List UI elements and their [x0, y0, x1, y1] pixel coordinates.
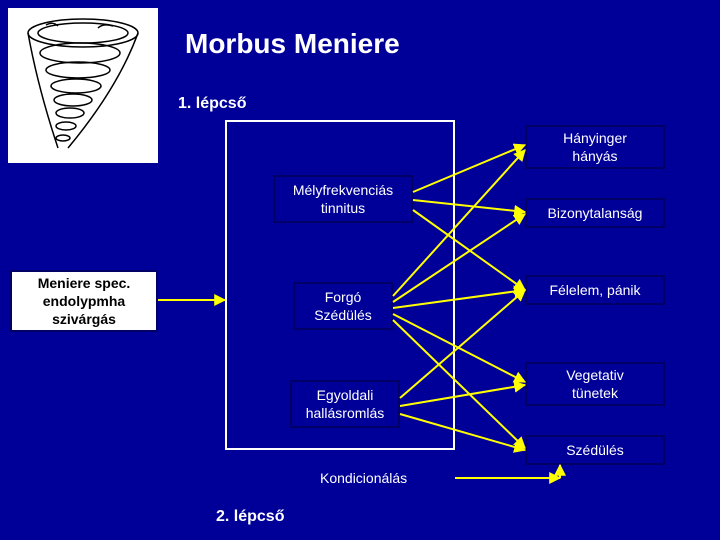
box-forgo-szedules: Forgó Szédülés	[293, 282, 393, 330]
text-line: Szédülés	[314, 306, 372, 324]
step2-label: 2. lépcső	[216, 508, 284, 526]
box-hallasromlas: Egyoldali hallásromlás	[290, 380, 400, 428]
box-szedules: Szédülés	[525, 435, 665, 465]
step1-label: 1. lépcső	[178, 95, 246, 113]
text-line: Szédülés	[566, 441, 624, 459]
kondicionalas-label: Kondicionálás	[320, 470, 407, 486]
box-felelem: Félelem, pánik	[525, 275, 665, 305]
text-line: Félelem, pánik	[549, 281, 640, 299]
text-line: hányás	[563, 147, 627, 165]
box-tinnitus: Mélyfrekvenciás tinnitus	[273, 175, 413, 223]
text-line: Forgó	[314, 288, 372, 306]
tornado-image	[8, 8, 158, 163]
text-line: endolypmha	[38, 292, 131, 310]
text-line: szivárgás	[38, 310, 131, 328]
text-line: Meniere spec.	[38, 274, 131, 292]
text-line: tinnitus	[293, 199, 393, 217]
box-vegetativ: Vegetativ tünetek	[525, 362, 665, 406]
text-line: hallásromlás	[306, 404, 385, 422]
text-line: Vegetativ	[566, 366, 624, 384]
box-meniere-spec: Meniere spec. endolypmha szivárgás	[10, 270, 158, 332]
box-hanyinger: Hányinger hányás	[525, 125, 665, 169]
text-line: tünetek	[566, 384, 624, 402]
text-line: Mélyfrekvenciás	[293, 181, 393, 199]
text-line: Hányinger	[563, 129, 627, 147]
box-bizonytalansag: Bizonytalanság	[525, 198, 665, 228]
text-line: Bizonytalanság	[548, 204, 643, 222]
page-title: Morbus Meniere	[185, 28, 400, 60]
text-line: Egyoldali	[306, 386, 385, 404]
